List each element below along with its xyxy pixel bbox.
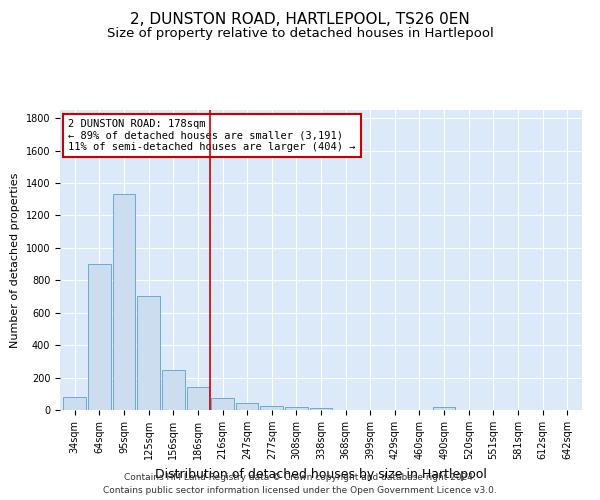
Bar [285,407,308,410]
Text: 2, DUNSTON ROAD, HARTLEPOOL, TS26 0EN: 2, DUNSTON ROAD, HARTLEPOOL, TS26 0EN [130,12,470,28]
Bar [260,406,283,410]
Bar [113,194,136,410]
Bar [137,296,160,410]
Bar [236,402,259,410]
Y-axis label: Number of detached properties: Number of detached properties [10,172,20,348]
Bar [88,264,111,410]
Text: Contains HM Land Registry data © Crown copyright and database right 2024.
Contai: Contains HM Land Registry data © Crown c… [103,474,497,495]
Bar [64,397,86,410]
Bar [433,407,455,410]
Bar [187,388,209,410]
Bar [162,370,185,410]
Bar [211,398,234,410]
Bar [310,408,332,410]
Text: Size of property relative to detached houses in Hartlepool: Size of property relative to detached ho… [107,28,493,40]
X-axis label: Distribution of detached houses by size in Hartlepool: Distribution of detached houses by size … [155,468,487,480]
Text: 2 DUNSTON ROAD: 178sqm
← 89% of detached houses are smaller (3,191)
11% of semi-: 2 DUNSTON ROAD: 178sqm ← 89% of detached… [68,119,355,152]
